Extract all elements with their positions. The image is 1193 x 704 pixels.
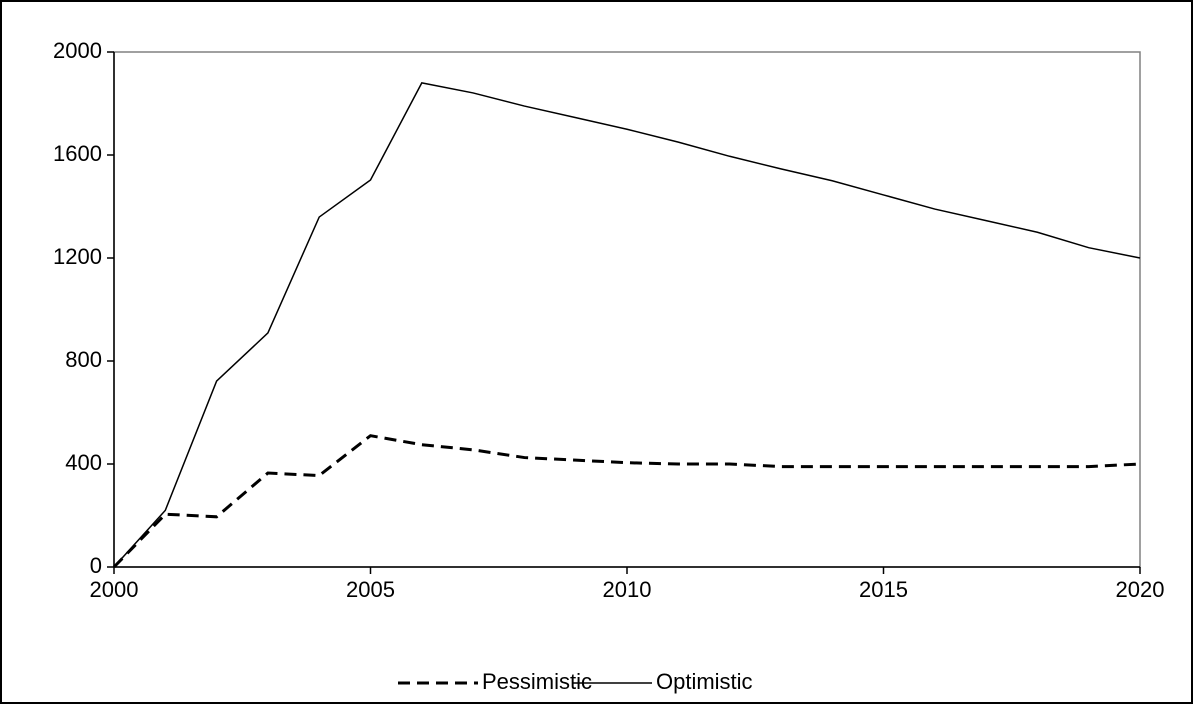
x-tick-label: 2005 (346, 577, 395, 602)
x-tick-label: 2000 (90, 577, 139, 602)
x-tick-label: 2010 (603, 577, 652, 602)
y-tick-label: 0 (90, 553, 102, 578)
y-tick-label: 2000 (53, 38, 102, 63)
legend-label: Pessimistic (482, 669, 592, 694)
series-line (113, 82, 1141, 568)
y-tick-label: 1200 (53, 244, 102, 269)
legend-label: Optimistic (656, 669, 753, 694)
x-tick-label: 2015 (859, 577, 908, 602)
y-tick-label: 400 (65, 450, 102, 475)
y-tick-label: 1600 (53, 141, 102, 166)
x-tick-label: 2020 (1116, 577, 1165, 602)
series-line (112, 434, 1141, 569)
y-tick-label: 800 (65, 347, 102, 372)
